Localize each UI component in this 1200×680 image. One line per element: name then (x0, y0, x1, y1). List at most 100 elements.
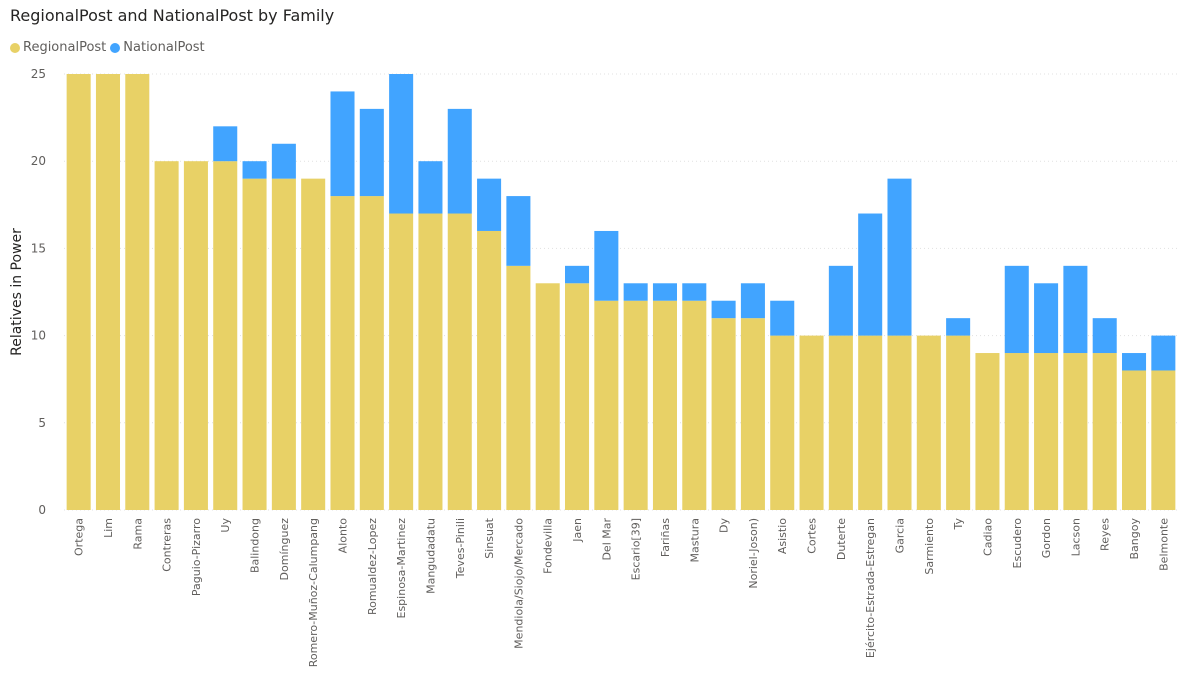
legend-swatch-regionalpost (10, 42, 20, 53)
bar-nationalpost-14[interactable] (477, 178, 502, 231)
bar-regionalpost-26[interactable] (828, 335, 853, 510)
bar-regionalpost-18[interactable] (594, 300, 619, 510)
y-tick-label-5: 5 (38, 416, 46, 430)
bar-nationalpost-32[interactable] (1004, 265, 1029, 354)
x-tick-label-18: Del Mar (600, 518, 613, 561)
x-tick-label-29: Sarmiento (923, 518, 936, 575)
bar-regionalpost-19[interactable] (623, 300, 648, 510)
y-tick-label-15: 15 (31, 241, 46, 255)
bar-nationalpost-34[interactable] (1063, 265, 1088, 354)
bar-nationalpost-11[interactable] (389, 74, 414, 214)
bar-regionalpost-33[interactable] (1034, 353, 1059, 510)
bar-regionalpost-9[interactable] (330, 196, 355, 510)
bar-nationalpost-5[interactable] (213, 126, 238, 162)
legend-item-regionalpost[interactable]: RegionalPost (10, 40, 106, 55)
y-tick-label-25: 25 (31, 67, 46, 81)
bar-nationalpost-28[interactable] (887, 178, 912, 336)
bar-nationalpost-30[interactable] (946, 318, 971, 336)
x-tick-label-37: Belmonte (1157, 518, 1170, 571)
bar-regionalpost-7[interactable] (271, 178, 296, 510)
bar-regionalpost-24[interactable] (770, 335, 795, 510)
bar-regionalpost-3[interactable] (154, 161, 179, 510)
bar-nationalpost-19[interactable] (623, 283, 648, 301)
bar-nationalpost-12[interactable] (418, 161, 443, 214)
bar-regionalpost-27[interactable] (858, 335, 883, 510)
x-tick-label-0: Ortega (73, 518, 86, 556)
bar-nationalpost-35[interactable] (1092, 318, 1117, 354)
bar-nationalpost-17[interactable] (565, 265, 590, 284)
bar-regionalpost-22[interactable] (711, 318, 736, 510)
bar-regionalpost-11[interactable] (389, 213, 414, 510)
bar-regionalpost-25[interactable] (799, 335, 824, 510)
y-tick-label-20: 20 (31, 154, 46, 168)
bar-regionalpost-21[interactable] (682, 300, 707, 510)
bar-regionalpost-6[interactable] (242, 178, 267, 510)
bar-regionalpost-17[interactable] (565, 283, 590, 510)
legend-label-regionalpost: RegionalPost (23, 40, 107, 55)
x-tick-label-27: Ejército-Estrada-Estregan (864, 518, 877, 658)
bar-regionalpost-28[interactable] (887, 335, 912, 510)
x-tick-label-33: Gordon (1040, 518, 1053, 558)
bar-nationalpost-26[interactable] (828, 265, 853, 336)
bar-nationalpost-7[interactable] (271, 143, 296, 179)
bar-regionalpost-36[interactable] (1122, 370, 1147, 510)
x-tick-label-10: Romualdez-Lopez (366, 518, 379, 615)
bar-regionalpost-10[interactable] (359, 196, 384, 510)
x-tick-label-19: Escario[39] (630, 518, 643, 580)
x-tick-label-23: Noriel-Joson) (747, 518, 760, 589)
bar-regionalpost-23[interactable] (740, 318, 765, 510)
bar-nationalpost-36[interactable] (1122, 353, 1147, 371)
bar-regionalpost-2[interactable] (125, 74, 150, 510)
bar-nationalpost-22[interactable] (711, 300, 736, 319)
x-tick-label-2: Rama (131, 518, 144, 550)
bar-regionalpost-29[interactable] (916, 335, 941, 510)
bar-nationalpost-15[interactable] (506, 196, 531, 266)
x-tick-label-1: Lim (102, 518, 115, 538)
bar-nationalpost-6[interactable] (242, 161, 267, 179)
bar-nationalpost-24[interactable] (770, 300, 795, 336)
bar-nationalpost-10[interactable] (359, 108, 384, 197)
bar-regionalpost-32[interactable] (1004, 353, 1029, 510)
legend-item-nationalpost[interactable]: NationalPost (110, 40, 205, 55)
bar-regionalpost-12[interactable] (418, 213, 443, 510)
bar-regionalpost-15[interactable] (506, 265, 531, 510)
bar-regionalpost-0[interactable] (66, 74, 91, 510)
bar-nationalpost-23[interactable] (740, 283, 765, 319)
legend: RegionalPost NationalPost (10, 40, 209, 55)
bar-nationalpost-18[interactable] (594, 230, 619, 301)
bar-nationalpost-33[interactable] (1034, 283, 1059, 354)
x-tick-label-35: Reyes (1099, 518, 1112, 551)
x-tick-label-34: Lacson (1069, 518, 1082, 556)
bar-regionalpost-13[interactable] (447, 213, 472, 510)
y-tick-label-10: 10 (31, 329, 46, 343)
bar-nationalpost-37[interactable] (1151, 335, 1176, 371)
bar-nationalpost-27[interactable] (858, 213, 883, 336)
bar-regionalpost-37[interactable] (1151, 370, 1176, 510)
x-tick-label-26: Duterte (835, 518, 848, 560)
x-tick-label-9: Alonto (337, 518, 350, 554)
x-tick-label-31: Cadiao (981, 518, 994, 556)
bar-regionalpost-30[interactable] (946, 335, 971, 510)
bar-nationalpost-20[interactable] (652, 283, 677, 301)
x-tick-label-12: Mangudadatu (424, 518, 437, 594)
bar-regionalpost-8[interactable] (301, 178, 326, 510)
x-tick-label-8: Romero-Muñoz-Calumpang (307, 518, 320, 667)
bar-regionalpost-35[interactable] (1092, 353, 1117, 510)
bar-regionalpost-4[interactable] (183, 161, 208, 510)
bar-nationalpost-13[interactable] (447, 108, 472, 214)
bar-regionalpost-14[interactable] (477, 230, 502, 510)
bar-nationalpost-21[interactable] (682, 283, 707, 301)
bar-regionalpost-16[interactable] (535, 283, 560, 510)
bar-regionalpost-5[interactable] (213, 161, 238, 510)
bar-regionalpost-34[interactable] (1063, 353, 1088, 510)
x-tick-label-20: Fariñas (659, 518, 672, 557)
bar-regionalpost-31[interactable] (975, 353, 1000, 510)
x-tick-label-17: Jaen (571, 518, 584, 543)
x-tick-label-21: Mastura (688, 518, 701, 563)
bar-nationalpost-9[interactable] (330, 91, 355, 197)
bar-regionalpost-1[interactable] (95, 74, 120, 510)
bar-regionalpost-20[interactable] (652, 300, 677, 510)
x-tick-label-4: Paguio-Pizarro (190, 518, 203, 596)
y-axis-title: Relatives in Power (9, 228, 25, 356)
x-tick-label-11: Espinosa-Martinez (395, 518, 408, 619)
